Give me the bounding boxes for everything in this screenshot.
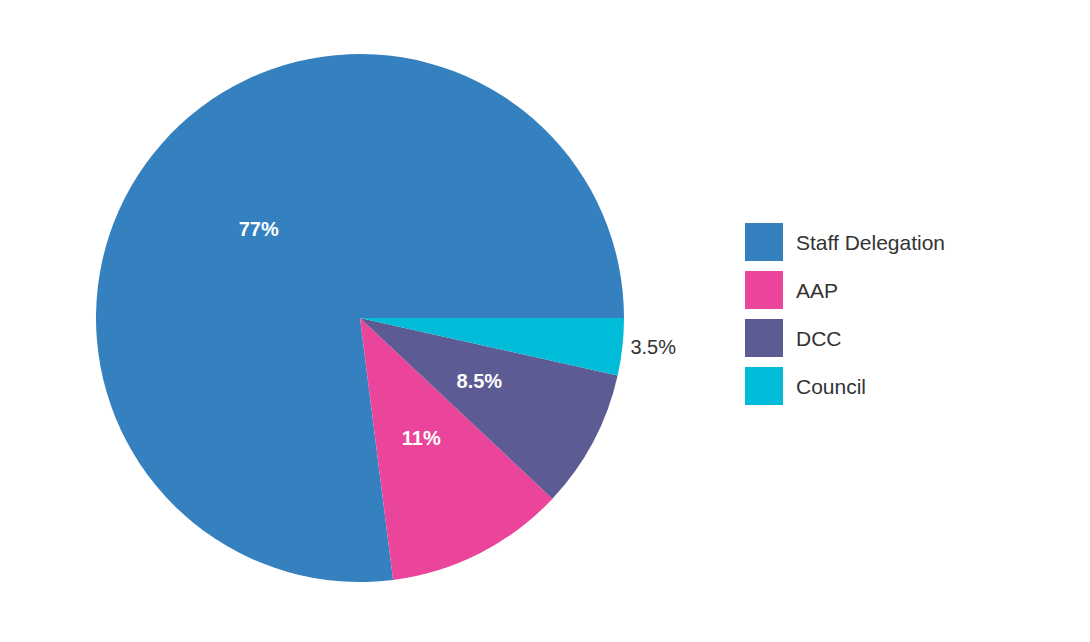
svg-text:Council: Council bbox=[796, 375, 866, 398]
svg-text:DCC: DCC bbox=[796, 327, 842, 350]
svg-text:Staff Delegation: Staff Delegation bbox=[796, 231, 945, 254]
svg-text:AAP: AAP bbox=[796, 279, 838, 302]
svg-text:8.5%: 8.5% bbox=[457, 370, 503, 392]
svg-text:11%: 11% bbox=[402, 427, 441, 449]
svg-text:3.5%: 3.5% bbox=[630, 336, 676, 358]
svg-text:77%: 77% bbox=[239, 218, 279, 240]
